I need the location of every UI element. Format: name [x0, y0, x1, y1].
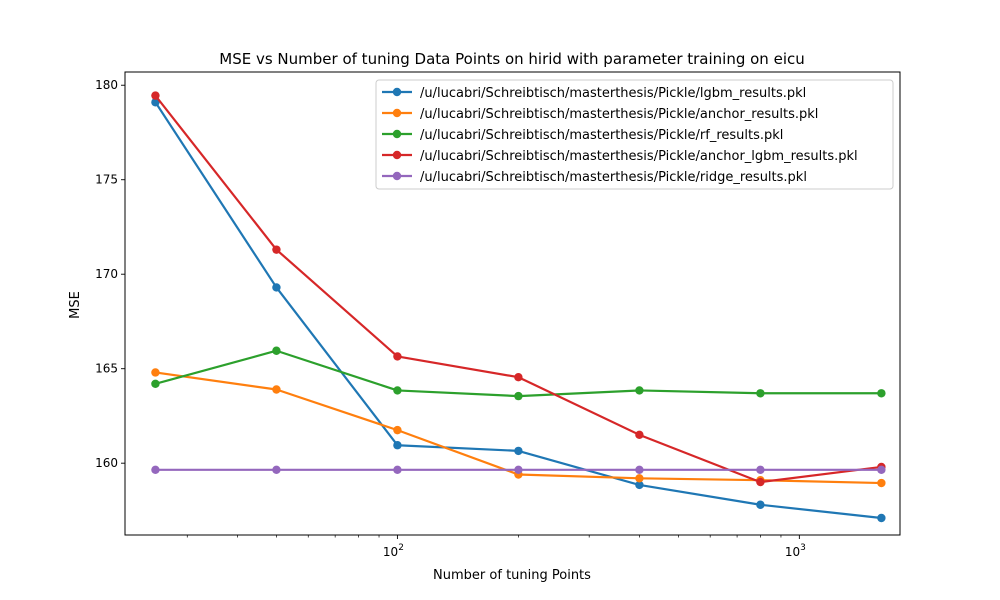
- data-point-4-0: [151, 465, 160, 474]
- data-point-0-6: [877, 513, 886, 523]
- legend-label-3: /u/lucabri/Schreibtisch/masterthesis/Pic…: [420, 149, 858, 164]
- data-point-0-5: [756, 500, 765, 509]
- data-point-4-2: [393, 465, 402, 474]
- data-point-4-1: [272, 465, 281, 474]
- data-point-4-5: [756, 465, 765, 474]
- data-point-0-0: [151, 98, 160, 107]
- y-tick-label-2: 170: [95, 267, 118, 281]
- y-tick-label-1: 165: [95, 362, 118, 376]
- x-tick-label-1: 103: [785, 543, 806, 559]
- data-point-3-0: [151, 91, 160, 100]
- legend-label-2: /u/lucabri/Schreibtisch/masterthesis/Pic…: [420, 128, 783, 143]
- data-point-0-3: [514, 446, 523, 456]
- data-point-3-4: [635, 430, 644, 440]
- data-point-1-4: [635, 474, 644, 483]
- data-point-3-5: [756, 477, 765, 487]
- data-point-4-4: [635, 465, 644, 474]
- data-point-2-4: [635, 386, 644, 395]
- legend: /u/lucabri/Schreibtisch/masterthesis/Pic…: [375, 79, 894, 190]
- legend-marker-2: [392, 129, 402, 139]
- data-point-2-6: [877, 389, 886, 398]
- plot-area: [151, 91, 886, 523]
- data-point-1-0: [151, 368, 160, 377]
- data-point-0-1: [272, 283, 281, 292]
- axes-frame: [124, 71, 901, 536]
- legend-label-0: /u/lucabri/Schreibtisch/masterthesis/Pic…: [420, 86, 806, 101]
- legend-label-1: /u/lucabri/Schreibtisch/masterthesis/Pic…: [420, 107, 818, 122]
- y-axis-label: MSE: [68, 291, 83, 319]
- data-point-0-2: [393, 441, 402, 450]
- data-point-2-3: [514, 391, 523, 401]
- data-point-2-2: [393, 386, 402, 395]
- data-point-2-1: [272, 346, 281, 355]
- data-point-3-1: [272, 245, 281, 254]
- data-point-4-3: [514, 465, 523, 474]
- legend-label-4: /u/lucabri/Schreibtisch/masterthesis/Pic…: [420, 170, 807, 185]
- y-tick-label-0: 160: [95, 456, 118, 470]
- data-point-3-2: [393, 352, 402, 361]
- chart-title: MSE vs Number of tuning Data Points on h…: [219, 50, 804, 68]
- y-tick-label-4: 180: [95, 78, 118, 92]
- data-point-2-5: [756, 389, 765, 398]
- legend-marker-4: [392, 171, 402, 181]
- data-point-1-6: [877, 478, 886, 488]
- data-point-4-6: [877, 465, 886, 474]
- x-tick-label-0: 102: [383, 543, 404, 559]
- data-point-1-2: [393, 425, 402, 435]
- y-tick-label-3: 175: [95, 173, 118, 187]
- legend-marker-0: [392, 87, 402, 97]
- data-point-1-1: [272, 385, 281, 394]
- axes: 160 165 170 175 180 102 103: [95, 71, 901, 559]
- data-point-0-4: [635, 480, 644, 490]
- legend-box: [375, 79, 894, 190]
- data-point-2-0: [151, 379, 160, 389]
- data-point-3-3: [514, 373, 523, 382]
- legend-marker-1: [392, 108, 402, 118]
- x-axis-label: Number of tuning Points: [433, 568, 591, 583]
- legend-marker-3: [392, 150, 402, 160]
